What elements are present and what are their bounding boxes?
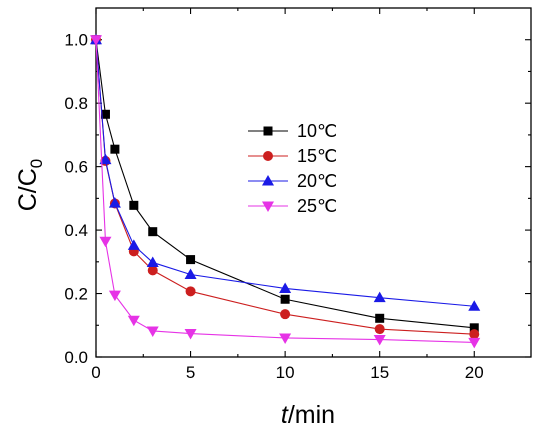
plot-area [90,33,481,349]
legend-marker [263,151,273,161]
data-point [375,313,385,323]
data-point [468,300,481,311]
legend-marker [262,201,274,212]
x-axis-label: t/min [281,401,335,429]
y-tick-label: 0.6 [64,158,88,177]
data-point [99,153,112,165]
y-tick-label: 1.0 [64,31,88,50]
data-point [148,227,158,237]
series-3 [90,33,481,311]
legend-label: 15℃ [297,146,337,166]
data-point [280,294,290,304]
series-2 [91,34,480,340]
data-point [108,197,121,208]
series-4 [90,35,481,349]
data-point [373,291,386,303]
data-point [129,200,139,210]
data-point [373,335,386,346]
x-tick-label: 15 [370,363,389,382]
y-axis-label: C/C0 [14,159,46,212]
data-point [110,144,120,154]
x-axis-label-rest: /min [288,401,335,429]
data-point [127,315,140,327]
legend-label: 20℃ [297,171,337,191]
data-point [146,326,159,337]
data-point [279,282,292,293]
y-tick-label: 0.4 [64,221,88,240]
data-point [184,329,197,340]
data-point [100,109,110,119]
data-point [147,265,158,276]
y-axis-label-main: C/C [14,168,42,211]
y-axis-label-subscript: 0 [27,159,46,168]
data-point [184,268,197,280]
legend-entry: 25℃ [248,196,337,216]
y-tick-label: 0.0 [64,348,88,367]
y-tick-label: 0.2 [64,285,88,304]
plot-frame [95,7,532,358]
x-axis-label-italic: t [281,401,289,429]
data-point [146,256,159,267]
legend-entry: 10℃ [248,121,337,141]
data-point [469,329,480,340]
data-point [127,239,140,250]
axes: 0 5 10 15 20 0.0 0.2 0.4 0.6 0.8 1.0 [64,7,532,382]
legend-entry: 15℃ [248,146,337,166]
data-point [468,337,481,349]
legend: 10℃ 15℃ 20℃ 25℃ [248,121,337,216]
legend-label: 25℃ [297,196,337,216]
x-tick-label: 5 [186,363,195,382]
data-point [374,324,385,335]
legend-label: 10℃ [297,121,337,141]
legend-marker [263,126,273,136]
data-point [99,236,112,248]
x-tick-label: 0 [91,363,100,382]
data-point [108,290,121,302]
data-point [469,323,479,333]
x-tick-label: 20 [465,363,484,382]
legend-marker [262,175,274,186]
series-1 [91,35,479,333]
data-point [185,286,196,297]
data-point [90,35,102,46]
x-tick-label: 10 [276,363,295,382]
legend-entry: 20℃ [248,171,337,191]
data-point [280,309,291,320]
data-point [279,333,292,344]
y-tick-label: 0.8 [64,94,88,113]
data-point [186,255,196,265]
